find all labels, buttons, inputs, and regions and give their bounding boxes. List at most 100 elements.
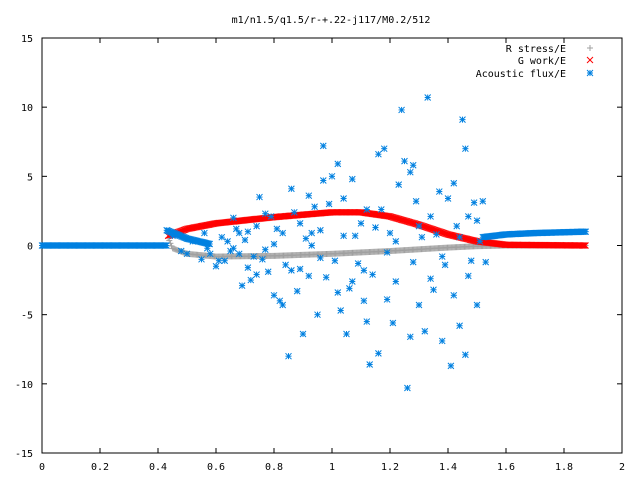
acoustic-flux-point <box>404 384 411 392</box>
acoustic-flux-point <box>322 273 330 281</box>
acoustic-flux-point <box>212 262 220 270</box>
acoustic-flux-point <box>264 268 272 276</box>
y-tick-label: 5 <box>27 172 33 183</box>
acoustic-flux-point <box>409 161 417 169</box>
acoustic-flux-point <box>331 257 339 265</box>
acoustic-flux-point <box>582 228 590 236</box>
acoustic-flux-point <box>427 213 434 220</box>
acoustic-flux-point <box>433 231 440 238</box>
acoustic-flux-point <box>383 296 391 303</box>
y-tick-label: -10 <box>15 380 33 391</box>
acoustic-flux-point <box>221 257 229 265</box>
acoustic-flux-point <box>337 307 345 314</box>
acoustic-flux-point <box>369 271 376 278</box>
acoustic-flux-point <box>244 264 252 271</box>
g-work-point <box>582 242 589 249</box>
x-tick-label: 0 <box>39 462 45 473</box>
acoustic-flux-point <box>351 232 359 240</box>
acoustic-flux-point <box>189 237 197 245</box>
acoustic-flux-point <box>360 267 368 274</box>
acoustic-flux-point <box>296 265 304 273</box>
acoustic-flux-point <box>276 297 284 305</box>
legend-label-r-stress: R stress/E <box>506 44 566 55</box>
legend-marker-g-work <box>586 56 594 64</box>
acoustic-flux-point <box>401 157 408 165</box>
acoustic-flux-point <box>279 301 287 309</box>
acoustic-flux-point <box>412 197 420 205</box>
acoustic-flux-point <box>230 214 237 222</box>
acoustic-flux-point <box>438 253 446 260</box>
acoustic-flux-point <box>325 200 333 208</box>
acoustic-flux-point <box>267 213 275 220</box>
acoustic-flux-point <box>311 203 318 211</box>
acoustic-flux-point <box>299 330 307 338</box>
x-tick-label: 1.8 <box>555 462 573 473</box>
acoustic-flux-point <box>340 195 347 202</box>
x-tick-label: 1.6 <box>497 462 515 473</box>
acoustic-flux-point <box>293 287 301 295</box>
acoustic-flux-point <box>406 333 414 341</box>
acoustic-flux-point <box>261 210 269 218</box>
legend-marker <box>586 56 594 64</box>
y-tick-label: -5 <box>21 311 33 322</box>
legend-marker-r-stress <box>587 45 593 51</box>
acoustic-flux-point <box>435 188 443 195</box>
acoustic-flux-point <box>444 195 452 202</box>
x-tick-label: 0.8 <box>265 462 283 473</box>
acoustic-flux-point <box>244 228 252 236</box>
x-tick-label: 0.2 <box>91 462 109 473</box>
acoustic-flux-point <box>235 229 243 237</box>
acoustic-flux-point <box>389 319 397 327</box>
acoustic-flux-point <box>203 244 211 252</box>
acoustic-flux-point <box>296 220 304 227</box>
acoustic-flux-point <box>473 217 481 224</box>
acoustic-flux-point <box>360 297 368 305</box>
acoustic-flux-point <box>424 94 432 101</box>
acoustic-flux-point <box>406 168 414 176</box>
acoustic-flux-point <box>305 272 313 280</box>
acoustic-flux-point <box>456 233 463 241</box>
acoustic-flux-point <box>409 258 417 266</box>
acoustic-flux-point <box>372 224 379 231</box>
acoustic-flux-point <box>232 225 240 233</box>
acoustic-flux-point <box>319 177 327 184</box>
acoustic-flux-point <box>250 253 258 260</box>
acoustic-flux-point <box>270 240 278 248</box>
acoustic-flux-point <box>470 199 478 206</box>
acoustic-flux-point <box>288 185 295 193</box>
acoustic-flux-point <box>319 142 327 150</box>
acoustic-flux-point <box>357 220 365 227</box>
acoustic-flux-point <box>462 145 469 153</box>
acoustic-flux-point <box>290 208 298 216</box>
acoustic-flux-point <box>450 291 458 299</box>
acoustic-flux-point <box>450 179 458 187</box>
acoustic-flux-point <box>224 237 231 245</box>
acoustic-flux-point <box>366 361 374 368</box>
acoustic-flux-point <box>386 229 394 237</box>
legend-label-g-work: G work/E <box>518 56 566 67</box>
acoustic-flux-point <box>285 352 292 360</box>
acoustic-flux-point <box>375 150 382 158</box>
acoustic-flux-point <box>383 249 391 256</box>
acoustic-flux-point <box>467 257 475 265</box>
acoustic-flux-point <box>261 246 269 254</box>
acoustic-flux-point <box>453 222 461 230</box>
legend-marker-acoustic-flux <box>586 69 594 77</box>
acoustic-flux-point <box>415 222 423 230</box>
acoustic-flux-point <box>398 106 405 114</box>
legend-marker <box>587 45 593 51</box>
x-tick-labels: 0 0.2 0.4 0.6 0.8 1 1.2 1.4 1.6 1.8 2 <box>39 462 625 473</box>
axis-ticks <box>41 37 623 454</box>
x-tick-label: 2 <box>619 462 625 473</box>
acoustic-flux-point <box>230 244 237 252</box>
acoustic-flux-point <box>253 271 260 278</box>
g-work-point <box>581 242 588 249</box>
x-tick-label: 1 <box>329 462 335 473</box>
acoustic-flux-point <box>247 276 255 284</box>
y-tick-label: 0 <box>27 242 33 253</box>
acoustic-flux-point <box>421 327 429 335</box>
acoustic-flux-point <box>456 322 463 330</box>
chart-title: m1/n1.5/q1.5/r-+.22-j117/M0.2/512 <box>232 15 431 26</box>
acoustic-flux-point <box>346 285 353 292</box>
acoustic-flux-point <box>163 242 170 249</box>
